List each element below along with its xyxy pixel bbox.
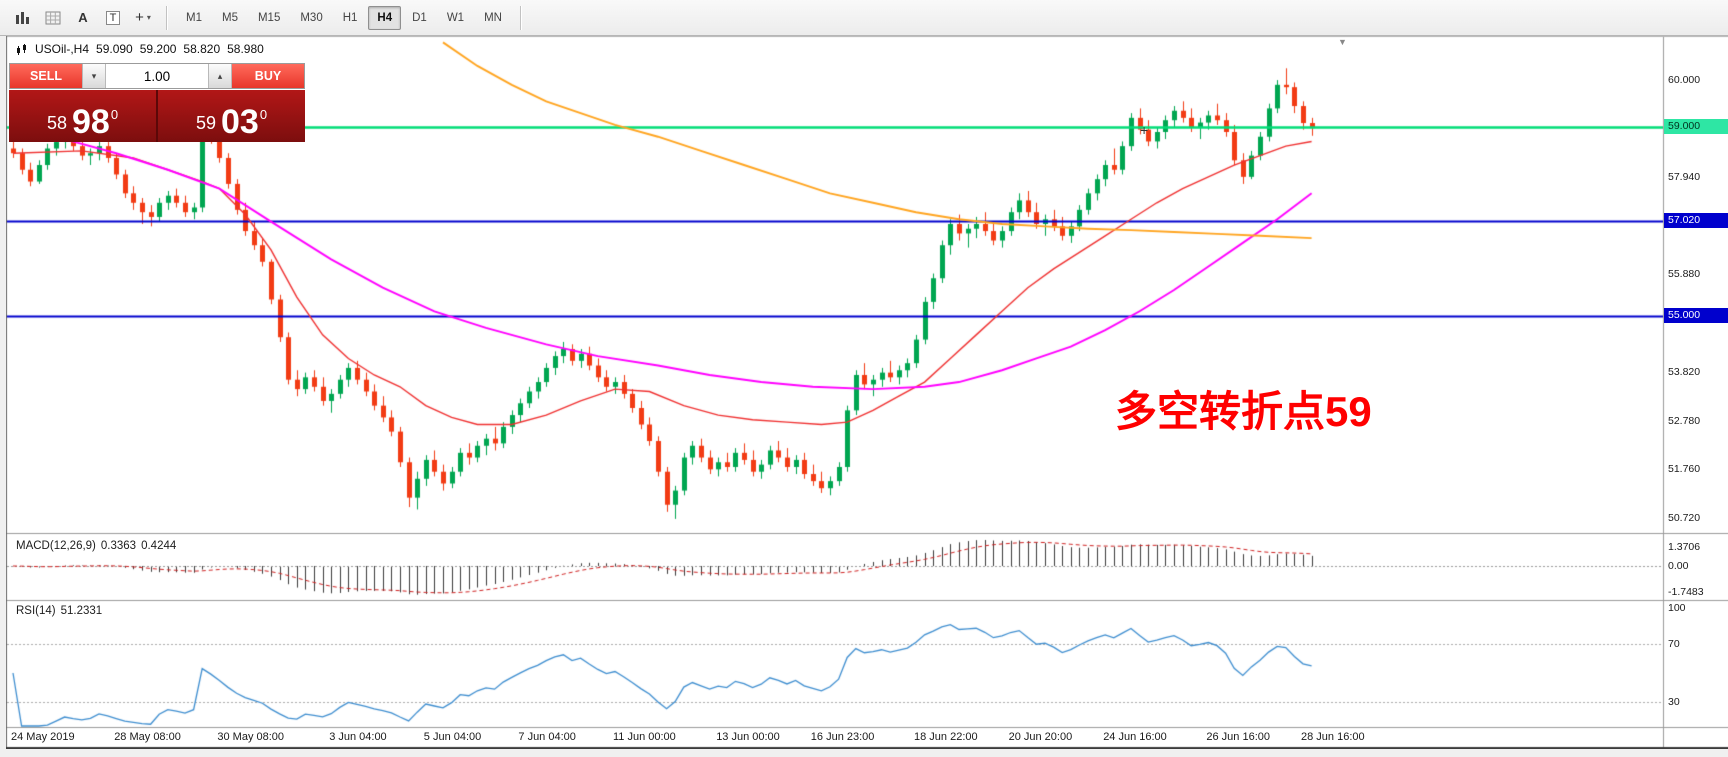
- chevron-down-icon: ▾: [146, 13, 151, 22]
- bid-price-big: 98: [71, 103, 110, 141]
- bid-price-small: 58: [46, 113, 67, 133]
- chart-style-button[interactable]: [9, 5, 37, 31]
- text-label-icon: A: [78, 10, 88, 25]
- ask-price-small: 59: [195, 113, 216, 133]
- price-chart-canvas[interactable]: [6, 36, 1728, 749]
- quote-row: 58 98 0 59 03 0: [9, 90, 305, 142]
- scroll-shift-marker: ▼: [1338, 37, 1347, 47]
- crosshair-icon: +: [135, 9, 144, 26]
- ask-price-big: 03: [220, 103, 259, 141]
- chart-ohlc-header: USOil-,H4 59.090 59.200 58.820 58.980: [16, 42, 264, 56]
- macd-value-signal: 0.4244: [141, 540, 177, 552]
- text-box-button[interactable]: T: [99, 5, 127, 31]
- ohlc-close: 58.980: [227, 42, 264, 56]
- bid-price-sup: 0: [110, 107, 119, 122]
- ohlc-open: 59.090: [96, 42, 133, 56]
- crosshair-tool-button[interactable]: + ▾: [129, 5, 157, 31]
- timeframe-button-m5[interactable]: M5: [221, 11, 238, 24]
- timeframe-button-h1[interactable]: H1: [342, 11, 358, 24]
- main-toolbar: A T + ▾ M1 M5 M15 M30 H1 H4 D1 W1 MN: [0, 0, 1728, 36]
- sell-price-box[interactable]: 58 98 0: [9, 90, 158, 142]
- crosshair-marker: +: [1140, 122, 1149, 138]
- timeframe-button-m15[interactable]: M15: [257, 11, 281, 24]
- timeframe-button-w1[interactable]: W1: [446, 11, 465, 24]
- chart-symbol: USOil-,H4: [35, 42, 90, 56]
- ohlc-high: 59.200: [139, 42, 177, 56]
- ask-price-sup: 0: [259, 107, 268, 122]
- macd-value-main: 0.3363: [100, 540, 137, 552]
- text-label-button[interactable]: A: [69, 5, 97, 31]
- timeframe-group: M1 M5 M15 M30 H1 H4 D1 W1 MN: [176, 5, 512, 30]
- timeframe-button-d1[interactable]: D1: [412, 11, 427, 24]
- ohlc-low: 58.820: [183, 42, 221, 56]
- macd-indicator-label: MACD(12,26,9) 0.3363 0.4244: [16, 540, 181, 552]
- order-entry-row: SELL ▾ ▴ BUY: [9, 63, 305, 89]
- buy-price-box[interactable]: 59 03 0: [158, 90, 305, 142]
- rsi-value: 51.2331: [60, 605, 103, 617]
- toolbar-separator: [166, 5, 168, 30]
- symbol-icon: [17, 43, 26, 55]
- volume-input[interactable]: [106, 64, 208, 88]
- grid-button[interactable]: [39, 5, 67, 31]
- chart-area: 60.000 57.940 55.880 53.820 52.780 51.760 50.7…: [6, 36, 1728, 749]
- rsi-name: RSI(14): [16, 605, 56, 617]
- grid-icon: [45, 11, 60, 24]
- macd-name: MACD(12,26,9): [16, 540, 96, 552]
- one-click-trading-panel: SELL ▾ ▴ BUY 58 98 0 59 03 0: [9, 63, 305, 142]
- volume-up-button[interactable]: ▴: [209, 64, 231, 88]
- bar-chart-icon: [16, 11, 29, 24]
- buy-button[interactable]: BUY: [232, 64, 304, 88]
- chart-annotation-text: 多空转折点59: [1115, 388, 1372, 435]
- timeframe-button-mn[interactable]: MN: [484, 11, 502, 24]
- text-box-icon: T: [105, 10, 121, 25]
- rsi-indicator-label: RSI(14) 51.2331: [16, 605, 107, 617]
- timeframe-button-m30[interactable]: M30: [300, 11, 323, 24]
- volume-dropdown-button[interactable]: ▾: [83, 64, 105, 88]
- timeframe-button-h4[interactable]: H4: [368, 5, 402, 30]
- timeframe-button-m1[interactable]: M1: [186, 11, 202, 24]
- sell-button[interactable]: SELL: [10, 64, 82, 88]
- toolbar-separator: [519, 5, 522, 30]
